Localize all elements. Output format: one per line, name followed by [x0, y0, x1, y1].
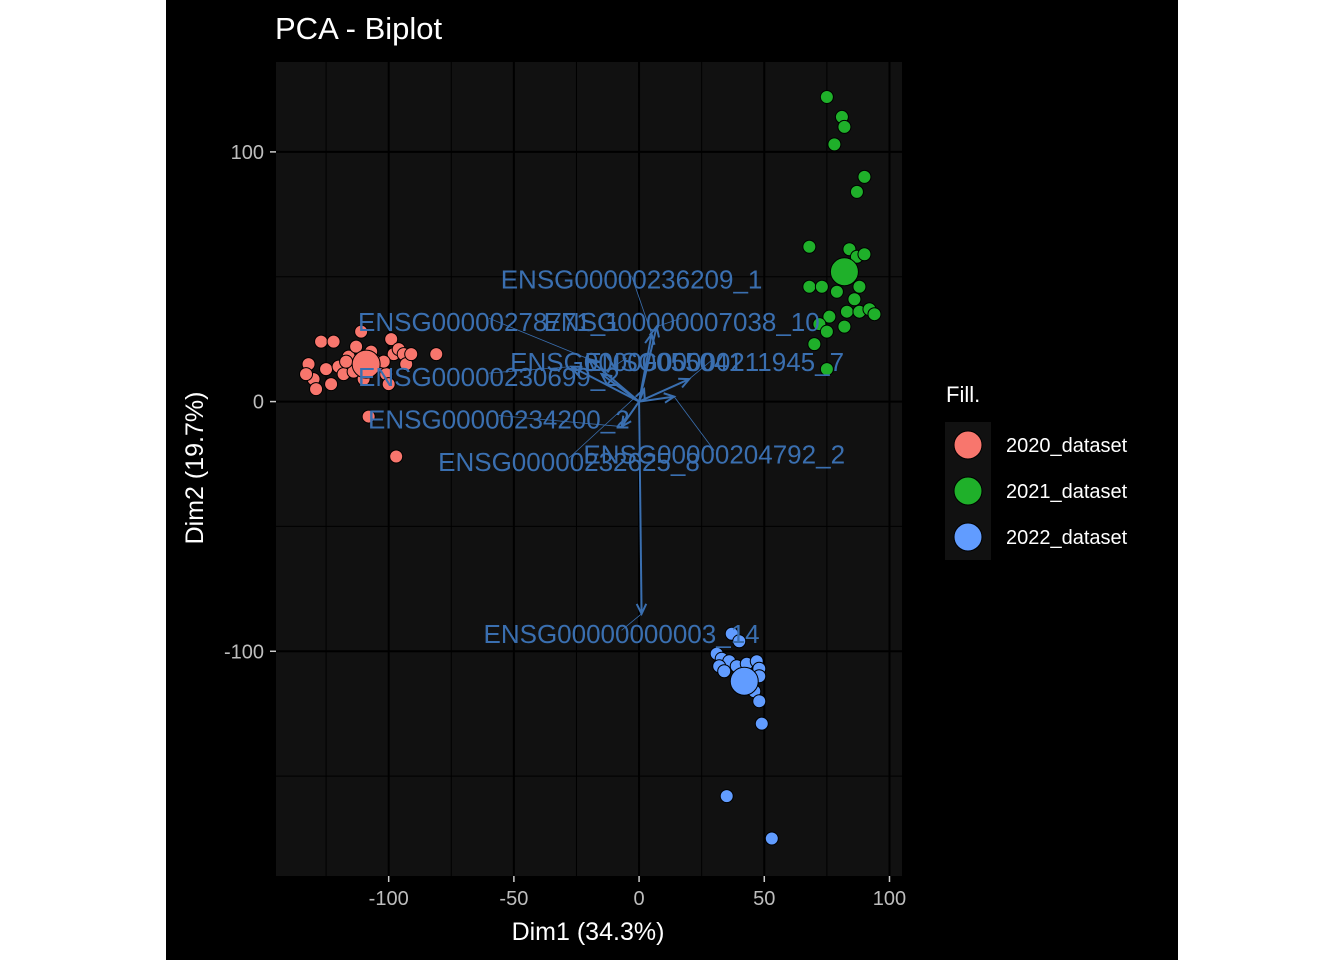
data-point	[849, 184, 864, 199]
label-leader	[673, 396, 715, 451]
arrow-shaft	[600, 373, 640, 403]
data-point	[754, 716, 769, 731]
arrow-label: ENSG00000278771_1	[358, 307, 620, 337]
data-point	[719, 789, 734, 804]
data-point	[314, 334, 329, 349]
label-leader	[488, 317, 590, 360]
group-centroid	[351, 349, 381, 379]
data-point	[847, 292, 862, 307]
data-point	[326, 334, 341, 349]
arrow-shaft	[620, 401, 640, 428]
data-point	[867, 307, 882, 322]
data-point	[752, 694, 767, 709]
data-point	[814, 279, 829, 294]
data-point	[324, 377, 339, 392]
data-point	[837, 119, 852, 134]
label-leader	[621, 613, 642, 631]
data-point	[384, 332, 399, 347]
data-point	[802, 279, 817, 294]
arrow-shaft	[638, 395, 675, 403]
y-axis-label: Dim2 (19.7%)	[181, 392, 209, 545]
label-leader	[488, 366, 572, 374]
group-centroid	[829, 257, 859, 287]
data-point	[339, 354, 354, 369]
legend-key	[953, 476, 983, 506]
legend-key	[953, 522, 983, 552]
label-leader	[498, 415, 622, 427]
data-point	[822, 309, 837, 324]
individual-points	[299, 89, 882, 846]
legend-key	[953, 430, 983, 460]
group-centroid	[729, 666, 759, 696]
x-tick-label: -100	[369, 888, 409, 910]
plot-panel	[276, 62, 902, 876]
arrow-shaft	[571, 365, 640, 403]
data-point	[349, 339, 364, 354]
data-point	[299, 367, 314, 382]
chart-title: PCA - Biplot	[275, 11, 443, 46]
data-point	[354, 324, 369, 339]
arrow-label: ENSG00000230699_2	[358, 362, 620, 392]
label-leader	[656, 317, 682, 328]
arrow-shaft	[638, 326, 658, 402]
data-point	[819, 362, 834, 377]
axes: -100 -50 0 50 100 -100 0 100	[224, 142, 906, 910]
x-tick-label: 100	[873, 888, 906, 910]
x-axis-label: Dim1 (34.3%)	[512, 918, 665, 946]
variable-arrows	[488, 275, 715, 631]
data-point	[381, 377, 396, 392]
label-leader	[688, 357, 715, 380]
data-point	[852, 279, 867, 294]
x-tick-label: 0	[634, 888, 645, 910]
chart-figure: PCA - Biplot ENSG00000236209_1 ENSG000002…	[166, 0, 1178, 960]
y-tick-label: 100	[231, 142, 264, 164]
arrow-label: ENSG00000234200_2	[368, 404, 630, 434]
data-point	[361, 409, 376, 424]
y-tick-label: -100	[224, 641, 264, 663]
label-leader	[601, 357, 627, 375]
arrow-label: ENSG00000232625_8	[438, 447, 700, 477]
data-point	[857, 169, 872, 184]
arrow-label: ENSG00000211945_7	[584, 347, 844, 377]
arrow-label: ENSG00000204792_2	[583, 439, 845, 469]
arrow-shaft	[638, 378, 690, 403]
legend-title: Fill.	[946, 382, 980, 407]
data-point	[837, 319, 852, 334]
x-tick-label: -50	[499, 888, 528, 910]
data-point	[389, 449, 404, 464]
data-point	[829, 284, 844, 299]
data-point	[717, 664, 732, 679]
data-point	[839, 304, 854, 319]
arrow-label: ENSG00000000003_14	[483, 619, 759, 649]
biplot-svg: PCA - Biplot ENSG00000236209_1 ENSG000002…	[181, 11, 1128, 946]
variable-labels: ENSG00000236209_1ENSG00000278771_1ENSG00…	[358, 265, 845, 650]
arrow-shaft	[638, 401, 643, 614]
legend-label: 2021_dataset	[1006, 481, 1128, 503]
data-point	[404, 347, 419, 362]
arrow-label: ENSG00000236209_1	[501, 265, 763, 295]
arrow-label: ENSG00000055041	[510, 347, 743, 377]
label-leader	[568, 388, 645, 459]
data-point	[802, 239, 817, 254]
data-point	[827, 137, 842, 152]
data-point	[819, 324, 834, 339]
data-point	[764, 831, 779, 846]
data-point	[309, 382, 324, 397]
data-point	[732, 634, 747, 649]
legend-label: 2020_dataset	[1006, 435, 1128, 457]
data-point	[807, 337, 822, 352]
arrow-label: ENSG00000007038_10	[544, 307, 820, 337]
data-point	[429, 347, 444, 362]
data-point	[819, 89, 834, 104]
data-point	[857, 247, 872, 262]
y-tick-label: 0	[253, 392, 264, 414]
legend: Fill. 2020_dataset 2021_dataset 2022_datas…	[945, 382, 1128, 560]
data-point	[319, 362, 334, 377]
legend-label: 2022_dataset	[1006, 527, 1128, 549]
x-tick-label: 50	[753, 888, 775, 910]
label-leader	[631, 275, 652, 335]
